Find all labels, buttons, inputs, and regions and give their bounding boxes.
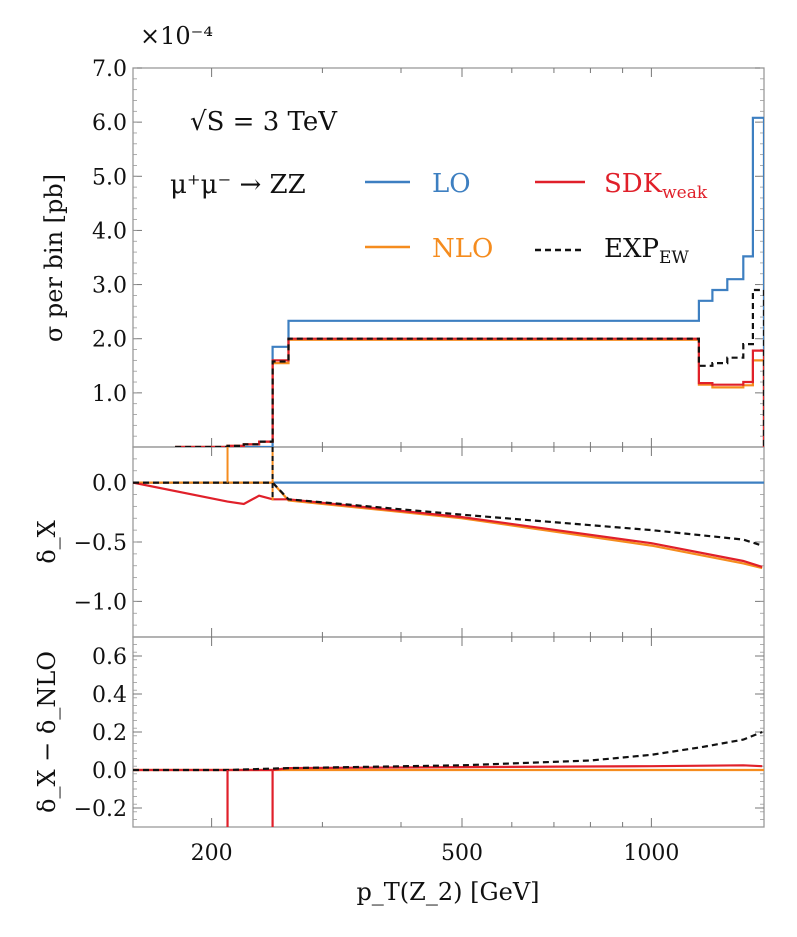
top-y-axis-title: σ per bin [pb]	[40, 174, 68, 342]
y-tick-label: 0.2	[92, 721, 127, 746]
y-tick-label: 0.0	[92, 759, 127, 784]
y-tick-label: 6.0	[92, 111, 127, 136]
y-tick-label: 3.0	[92, 274, 127, 299]
annotation-energy: √S = 3 TeV	[190, 107, 338, 137]
y-tick-label: 0.0	[92, 472, 127, 497]
middle-y-axis-title: δ_X	[33, 520, 61, 564]
y-tick-label: 7.0	[92, 57, 127, 82]
bottom-y-axis-title: δ_X − δ_NLO	[33, 651, 61, 813]
x-tick-label: 200	[191, 841, 233, 866]
legend-label-nlo: NLO	[432, 234, 493, 264]
middle-series-exp-ew	[133, 481, 763, 547]
legend-label-lo: LO	[432, 169, 471, 199]
y-tick-label: 0.4	[92, 683, 127, 708]
legend: LO SDKweak NLO EXPEW	[365, 169, 708, 268]
y-tick-label: 5.0	[92, 165, 127, 190]
top-series-sdk-weak	[175, 337, 764, 447]
y-tick-label: 2.0	[92, 328, 127, 353]
y-tick-label: −0.5	[74, 531, 127, 556]
middle-series-sdk-weak	[133, 481, 763, 568]
annotation-process: μ⁺μ⁻ → ZZ	[170, 170, 306, 200]
x-tick-label: 500	[441, 841, 483, 866]
y-tick-label: −1.0	[74, 590, 127, 615]
x-axis-title: p_T(Z_2) [GeV]	[356, 878, 539, 906]
y-tick-label: −0.2	[74, 797, 127, 822]
top-series-exp-ew	[175, 288, 764, 447]
bottom-series-exp-ew	[133, 730, 763, 772]
top-series-lo	[175, 116, 764, 447]
x-tick-label: 1000	[623, 841, 679, 866]
y-tick-label: 1.0	[92, 382, 127, 407]
legend-label-sdk: SDKweak	[604, 169, 708, 203]
y-tick-label: 4.0	[92, 219, 127, 244]
y-multiplier: ×10⁻⁴	[140, 22, 213, 50]
top-series-nlo	[175, 338, 764, 447]
legend-label-exp: EXPEW	[604, 234, 689, 268]
y-tick-label: 0.6	[92, 645, 127, 670]
middle-series-nlo	[133, 481, 763, 570]
